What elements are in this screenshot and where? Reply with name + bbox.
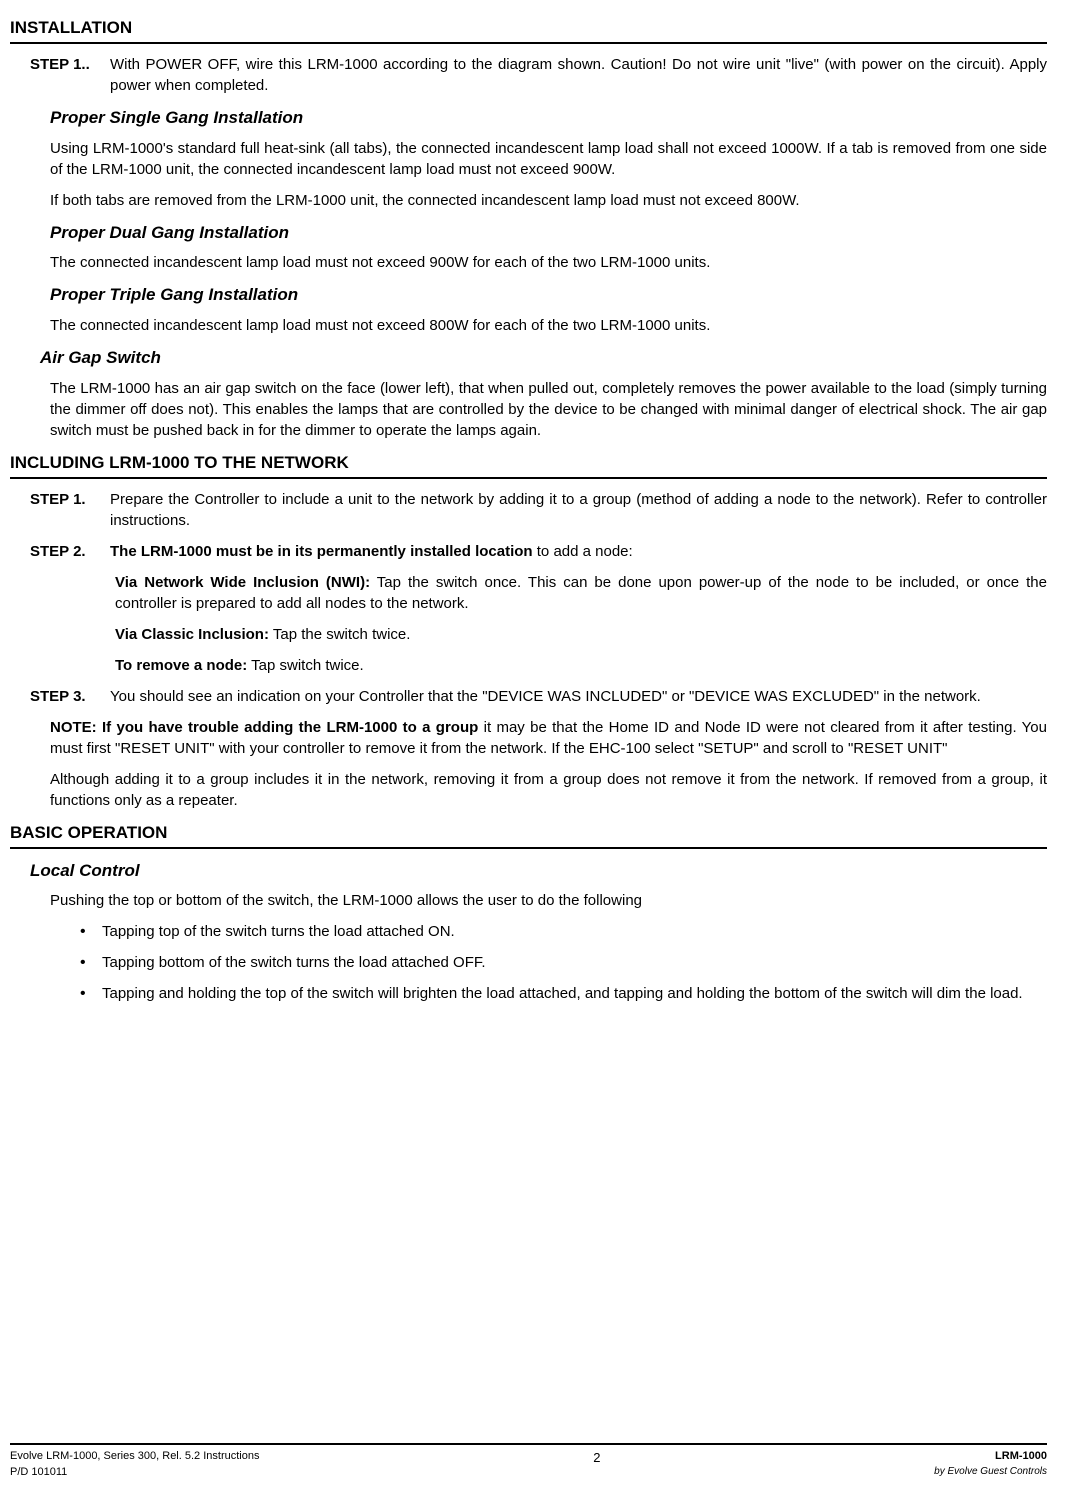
installation-header: INSTALLATION — [10, 16, 1047, 44]
local-intro: Pushing the top or bottom of the switch,… — [50, 890, 1047, 911]
step-content: The LRM-1000 must be in its permanently … — [110, 541, 1047, 562]
nwi-bold: Via Network Wide Inclusion (NWI): — [115, 574, 370, 591]
step2-bold: The LRM-1000 must be in its permanently … — [110, 543, 533, 560]
including-header: INCLUDING LRM-1000 TO THE NETWORK — [10, 451, 1047, 479]
note-para: NOTE: If you have trouble adding the LRM… — [50, 717, 1047, 759]
footer-page-num: 2 — [259, 1449, 934, 1467]
including-step3: STEP 3. You should see an indication on … — [30, 686, 1047, 707]
footer-product: LRM-1000 — [934, 1449, 1047, 1464]
footer-left: Evolve LRM-1000, Series 300, Rel. 5.2 In… — [10, 1449, 259, 1480]
single-gang-p2: If both tabs are removed from the LRM-10… — [50, 190, 1047, 211]
installation-step1: STEP 1.. With POWER OFF, wire this LRM-1… — [30, 54, 1047, 96]
triple-gang-p1: The connected incandescent lamp load mus… — [50, 315, 1047, 336]
step2-rest: to add a node: — [533, 543, 633, 560]
list-item: Tapping bottom of the switch turns the l… — [80, 952, 1047, 973]
single-gang-header: Proper Single Gang Installation — [50, 106, 1047, 130]
footer-left-line2: P/D 101011 — [10, 1465, 259, 1480]
remove-bold: To remove a node: — [115, 657, 247, 674]
classic-para: Via Classic Inclusion: Tap the switch tw… — [115, 624, 1047, 645]
footer-sub: by Evolve Guest Controls — [934, 1465, 1047, 1479]
nwi-para: Via Network Wide Inclusion (NWI): Tap th… — [115, 572, 1047, 614]
remove-rest: Tap switch twice. — [247, 657, 363, 674]
list-item: Tapping top of the switch turns the load… — [80, 921, 1047, 942]
step-content: You should see an indication on your Con… — [110, 686, 1047, 707]
note-p2: Although adding it to a group includes i… — [50, 769, 1047, 811]
step-label: STEP 1. — [30, 489, 110, 531]
single-gang-p1: Using LRM-1000's standard full heat-sink… — [50, 138, 1047, 180]
classic-bold: Via Classic Inclusion: — [115, 626, 269, 643]
note-bold: NOTE: If you have trouble adding the LRM… — [50, 719, 478, 736]
local-bullets: Tapping top of the switch turns the load… — [80, 921, 1047, 1004]
dual-gang-p1: The connected incandescent lamp load mus… — [50, 252, 1047, 273]
local-control-header: Local Control — [30, 859, 1047, 883]
list-item: Tapping and holding the top of the switc… — [80, 983, 1047, 1004]
airgap-p1: The LRM-1000 has an air gap switch on th… — [50, 378, 1047, 441]
dual-gang-header: Proper Dual Gang Installation — [50, 221, 1047, 245]
remove-para: To remove a node: Tap switch twice. — [115, 655, 1047, 676]
triple-gang-header: Proper Triple Gang Installation — [50, 283, 1047, 307]
step-label: STEP 3. — [30, 686, 110, 707]
footer-left-line1: Evolve LRM-1000, Series 300, Rel. 5.2 In… — [10, 1449, 259, 1464]
step-label: STEP 1.. — [30, 54, 110, 96]
including-step2: STEP 2. The LRM-1000 must be in its perm… — [30, 541, 1047, 562]
step-content: Prepare the Controller to include a unit… — [110, 489, 1047, 531]
footer-right: LRM-1000 by Evolve Guest Controls — [934, 1449, 1047, 1478]
including-step1: STEP 1. Prepare the Controller to includ… — [30, 489, 1047, 531]
step-content: With POWER OFF, wire this LRM-1000 accor… — [110, 54, 1047, 96]
classic-rest: Tap the switch twice. — [269, 626, 410, 643]
step-label: STEP 2. — [30, 541, 110, 562]
airgap-header: Air Gap Switch — [40, 346, 1047, 370]
basic-header: BASIC OPERATION — [10, 821, 1047, 849]
page-footer: Evolve LRM-1000, Series 300, Rel. 5.2 In… — [10, 1443, 1047, 1480]
